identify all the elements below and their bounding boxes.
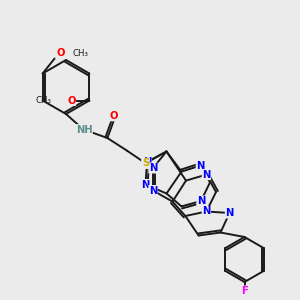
Text: O: O	[110, 111, 118, 121]
Text: O: O	[56, 48, 65, 59]
Text: S: S	[142, 158, 149, 168]
Text: N: N	[143, 157, 151, 167]
Text: N: N	[225, 208, 234, 218]
Text: N: N	[196, 160, 205, 171]
Text: S: S	[142, 158, 149, 168]
Text: NH: NH	[76, 124, 92, 135]
Text: CH₃: CH₃	[36, 96, 52, 105]
Text: N: N	[202, 206, 211, 217]
Text: N: N	[202, 169, 211, 180]
Text: N: N	[197, 196, 205, 206]
Text: CH₃: CH₃	[73, 49, 88, 58]
Text: N: N	[149, 163, 157, 173]
Text: O: O	[67, 95, 76, 106]
Text: F: F	[241, 286, 248, 296]
Text: N: N	[141, 179, 150, 190]
Text: N: N	[149, 185, 157, 196]
